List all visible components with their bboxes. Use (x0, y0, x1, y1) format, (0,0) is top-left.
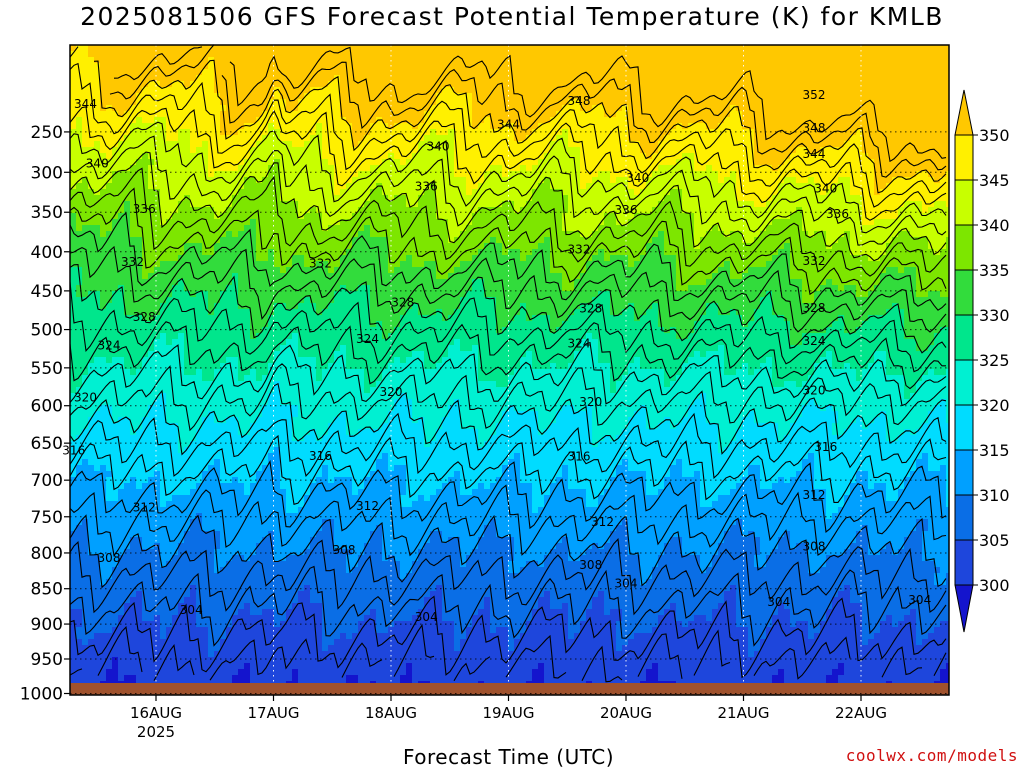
contour-label: 332 (121, 255, 144, 269)
y-tick-label: 400 (31, 243, 63, 263)
colorbar-segment (955, 180, 973, 225)
contour-label: 324 (803, 334, 826, 348)
contour-label: 316 (568, 450, 591, 464)
contour-label: 316 (814, 440, 837, 454)
y-tick-label: 950 (31, 650, 63, 670)
y-tick-label: 250 (31, 123, 63, 143)
colorbar-over-arrow (955, 90, 973, 135)
contour-label: 308 (803, 539, 826, 553)
contour-label: 304 (767, 595, 790, 609)
contour-label: 324 (568, 336, 591, 350)
colorbar-label: 310 (979, 486, 1010, 505)
colorbar-segment (955, 405, 973, 450)
colorbar-label: 340 (979, 216, 1010, 235)
contour-label: 312 (591, 515, 614, 529)
contour-label: 304 (180, 603, 203, 617)
y-tick-label: 600 (31, 397, 63, 417)
x-tick-label: 19AUG (483, 704, 535, 722)
y-tick-label: 650 (31, 434, 63, 454)
contour-label: 324 (98, 339, 121, 353)
x-tick-label: 21AUG (718, 704, 770, 722)
y-tick-label: 750 (31, 508, 63, 528)
contour-label: 324 (356, 332, 379, 346)
colorbar-label: 315 (979, 441, 1010, 460)
contour-label: 336 (826, 207, 849, 221)
credit-link[interactable]: coolwx.com/models (846, 746, 1018, 765)
contour-label: 340 (626, 171, 649, 185)
contour-label: 328 (133, 310, 156, 324)
y-tick-label: 550 (31, 359, 63, 379)
contour-label: 320 (579, 395, 602, 409)
contour-label: 340 (427, 139, 450, 153)
contour-label: 332 (309, 257, 332, 271)
colorbar-segment (955, 315, 973, 360)
y-tick-label: 700 (31, 471, 63, 491)
contour-label: 336 (133, 202, 156, 216)
contour-label: 340 (86, 156, 109, 170)
x-tick-label: 22AUG (835, 704, 887, 722)
colorbar-segment (955, 450, 973, 495)
contour-label: 304 (615, 577, 638, 591)
colorbar-segment (955, 540, 973, 585)
contour-label: 312 (133, 500, 156, 514)
colorbar-label: 345 (979, 171, 1010, 190)
contour-label: 340 (814, 181, 837, 195)
contour-label: 344 (74, 97, 97, 111)
colorbar-label: 350 (979, 126, 1010, 145)
y-tick-label: 850 (31, 580, 63, 600)
contour-label: 328 (391, 296, 414, 310)
contour-label: 320 (803, 384, 826, 398)
contour-label: 336 (415, 180, 438, 194)
y-tick-label: 350 (31, 203, 63, 223)
contour-label: 348 (803, 121, 826, 135)
contour-label: 308 (579, 558, 602, 572)
y-tick-label: 500 (31, 321, 63, 341)
x-axis-label: Forecast Time (UTC) (403, 745, 614, 769)
contour-label: 308 (98, 551, 121, 565)
colorbar-segment (955, 270, 973, 315)
colorbar-label: 335 (979, 261, 1010, 280)
contour-label: 320 (74, 390, 97, 404)
y-tick-label: 800 (31, 544, 63, 564)
contour-label: 312 (803, 488, 826, 502)
y-tick-label: 300 (31, 163, 63, 183)
colorbar-label: 330 (979, 306, 1010, 325)
x-tick-label: 17AUG (248, 704, 300, 722)
colorbar-label: 320 (979, 396, 1010, 415)
y-tick-label: 450 (31, 282, 63, 302)
colorbar-under-arrow (955, 585, 973, 632)
contour-label: 348 (568, 94, 591, 108)
colorbar-label: 325 (979, 351, 1010, 370)
x-tick-sublabel: 2025 (137, 723, 175, 741)
x-tick-label: 18AUG (365, 704, 417, 722)
contour-label: 352 (803, 88, 826, 102)
colorbar-segment (955, 495, 973, 540)
contour-label: 344 (803, 147, 826, 161)
colorbar: 350 345 340 335 330 325 320 315 310 305 300 (955, 90, 1010, 632)
contour-label: 320 (380, 385, 403, 399)
ground-surface (70, 683, 949, 695)
contour-label: 344 (497, 118, 520, 132)
contour-label: 312 (356, 499, 379, 513)
colorbar-label: 300 (979, 576, 1010, 595)
y-tick-label: 900 (31, 615, 63, 635)
x-tick-label: 16AUG (130, 704, 182, 722)
x-tick-label: 20AUG (600, 704, 652, 722)
contour-label: 316 (309, 449, 332, 463)
y-tick-label: 1000 (20, 685, 63, 705)
colorbar-label: 305 (979, 531, 1010, 550)
contour-label: 304 (908, 593, 931, 607)
contour-label: 328 (803, 301, 826, 315)
contour-label: 336 (615, 203, 638, 217)
contour-label: 328 (579, 302, 602, 316)
colorbar-segment (955, 360, 973, 405)
colorbar-segment (955, 135, 973, 180)
contour-label: 332 (568, 242, 591, 256)
contour-label: 308 (333, 543, 356, 557)
contour-label: 304 (415, 610, 438, 624)
colorbar-segment (955, 225, 973, 270)
contour-label: 332 (803, 254, 826, 268)
contour-label: 316 (62, 444, 85, 458)
